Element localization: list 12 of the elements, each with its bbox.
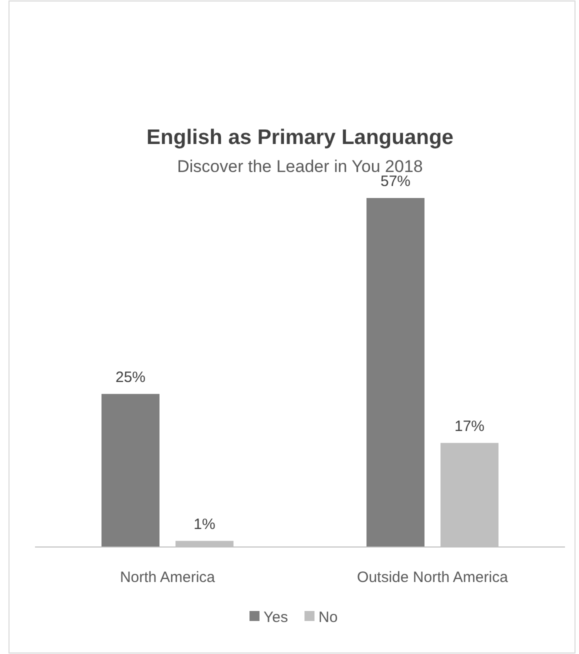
- x-tick-label: North America: [120, 569, 216, 586]
- legend-label: Yes: [264, 609, 288, 626]
- bar: [366, 198, 424, 547]
- x-tick-label: Outside North America: [357, 569, 509, 586]
- data-label: 17%: [454, 418, 485, 435]
- bar: [102, 394, 160, 547]
- data-label: 57%: [380, 173, 411, 190]
- legend-label: No: [318, 609, 338, 626]
- data-label: 1%: [194, 516, 216, 533]
- chart-subtitle: Discover the Leader in You 2018: [177, 157, 423, 176]
- data-label: 25%: [115, 368, 146, 386]
- chart-title: English as Primary Languange: [146, 126, 454, 149]
